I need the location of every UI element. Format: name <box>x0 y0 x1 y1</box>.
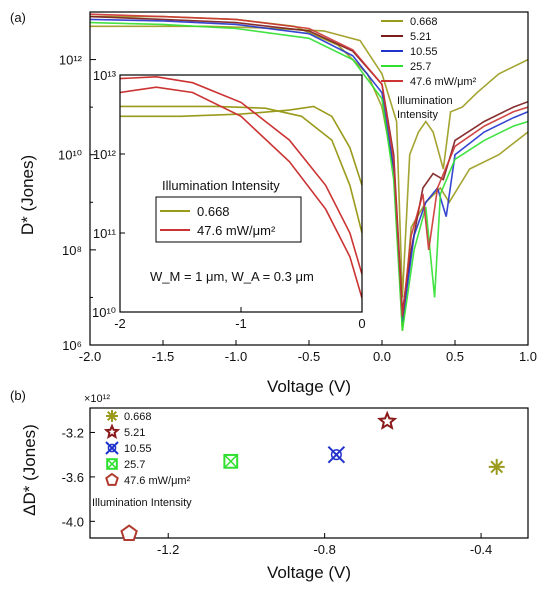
legend-label-b: 10.55 <box>124 443 152 455</box>
legend-marker-b-4 <box>105 472 119 486</box>
y-axis-label-b: ΔD* (Jones) <box>20 424 39 516</box>
inset-y-tick-label: 10¹¹ <box>93 226 117 241</box>
inset-y-tick-label: 10¹³ <box>93 68 117 83</box>
inset-legend-title: Illumination Intensity <box>162 178 280 193</box>
x-tick-label-b: -1.2 <box>157 542 179 557</box>
x-tick-label: -1.5 <box>152 349 174 364</box>
data-point-1-shape <box>377 410 398 430</box>
series-line-3 <box>90 18 528 323</box>
data-point-0-stroke <box>490 460 504 474</box>
legend-a: 0.668 5.21 10.55 25.7 47.6 mW/μm² <box>381 16 477 88</box>
legend-marker-b-3-stroke <box>106 458 118 470</box>
x-tick-label: -2.0 <box>79 349 101 364</box>
legend-label: 47.6 mW/μm² <box>410 76 477 88</box>
legend-marker-b-2-stroke <box>105 441 119 455</box>
panel-label-b: (b) <box>10 388 26 403</box>
inset-legend-label: 0.668 <box>197 204 230 219</box>
x-tick-label: -1.0 <box>225 349 247 364</box>
inset-x-tick-label: 0 <box>358 316 365 331</box>
x-tick-label: 0.0 <box>373 349 391 364</box>
series-line-5 <box>90 13 528 317</box>
x-axis-label-b: Voltage (V) <box>267 563 351 582</box>
inset-series-line-0 <box>120 105 362 186</box>
y-tick-label-b: -4.0 <box>62 514 84 529</box>
legend-label-b: 0.668 <box>124 411 152 423</box>
panel-b: -1.2 -0.8 -0.4 -3.2 -3.6 -4.0 ×10¹² (b) Voltage … <box>10 388 529 582</box>
legend-marker-b-1-shape <box>103 423 121 440</box>
legend-label: 5.21 <box>410 31 431 43</box>
x-tick-label-b: -0.8 <box>313 542 335 557</box>
inset-x-tick-label: -1 <box>235 316 247 331</box>
annotation-line-2: Intensity <box>397 109 438 121</box>
data-point-1 <box>377 410 398 430</box>
data-point-4-shape <box>120 524 138 541</box>
inset-legend-label: 47.6 mW/μm² <box>197 223 276 238</box>
legend-marker-b-2 <box>105 441 119 455</box>
y-tick-label-b: -3.6 <box>62 470 84 485</box>
y-axis-label-a: D* (Jones) <box>18 155 37 235</box>
inset-legend-box <box>155 196 302 243</box>
inset-annotation: W_M = 1 μm, W_A = 0.3 μm <box>150 269 314 284</box>
panel-a: -2.0 -1.5 -1.0 -0.5 0.0 0.5 1.0 10⁶ 10⁸ 10¹⁰ 10¹² (… <box>10 10 537 396</box>
data-point-2-stroke <box>327 445 346 464</box>
legend-label: 0.668 <box>410 16 438 28</box>
y-tick-label: 10⁶ <box>62 338 82 353</box>
x-axis-label-a: Voltage (V) <box>267 377 351 396</box>
panel-label-a: (a) <box>10 10 26 25</box>
inset-x-tick-label: -2 <box>114 316 126 331</box>
y-multiplier: ×10¹² <box>84 393 110 405</box>
x-tick-label-b: -0.4 <box>470 542 492 557</box>
inset-series-line-2 <box>120 75 362 275</box>
series-line-4 <box>90 21 528 331</box>
y-tick-label: 10¹² <box>59 53 83 68</box>
x-tick-label: 1.0 <box>519 349 537 364</box>
inset-y-tick-label: 10¹² <box>93 147 117 162</box>
legend-marker-b-1 <box>103 423 121 440</box>
legend-marker-b-4-shape <box>105 472 119 486</box>
annotation-b: Illumination Intensity <box>92 497 192 509</box>
legend-label: 25.7 <box>410 61 431 73</box>
y-tick-label: 10¹⁰ <box>58 148 82 163</box>
x-tick-label: 0.5 <box>446 349 464 364</box>
inset-series-line-3 <box>120 86 362 299</box>
inset-y-tick-label: 10¹⁰ <box>92 305 116 320</box>
legend-marker-b-0 <box>106 410 118 422</box>
legend-label: 10.55 <box>410 46 438 58</box>
annotation-line-1: Illumination <box>397 95 453 107</box>
inset-curves <box>120 75 362 299</box>
legend-label-b: 47.6 mW/μm² <box>124 475 191 487</box>
y-tick-label-b: -3.2 <box>62 425 84 440</box>
legend-label-b: 5.21 <box>124 427 145 439</box>
data-point-2 <box>327 445 346 464</box>
main-curves <box>90 13 528 331</box>
x-tick-label: -0.5 <box>298 349 320 364</box>
data-point-3 <box>223 453 239 469</box>
legend-marker-b-3 <box>106 458 118 470</box>
plot-frame-b <box>89 407 529 539</box>
legend-label-b: 25.7 <box>124 459 145 471</box>
y-tick-label: 10⁸ <box>62 243 82 258</box>
data-point-0 <box>488 458 505 475</box>
data-point-4 <box>120 524 138 541</box>
data-point-3-stroke <box>223 454 238 469</box>
legend-marker-b-0-stroke <box>107 411 117 421</box>
inset-series-line-1 <box>120 105 362 234</box>
